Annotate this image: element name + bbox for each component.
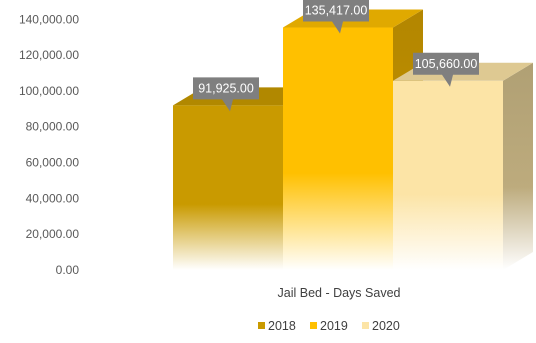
data-label-2019: 135,417.00 <box>303 0 369 34</box>
x-axis: Jail Bed - Days Saved <box>278 286 401 300</box>
legend-label: 2018 <box>268 319 296 333</box>
legend-label: 2020 <box>372 319 400 333</box>
y-tick-label: 0.00 <box>56 263 80 277</box>
y-tick-label: 80,000.00 <box>26 120 80 134</box>
legend: 2018 2019 2020 <box>258 319 400 333</box>
data-label-text: 135,417.00 <box>305 4 368 18</box>
data-label-text: 105,660.00 <box>415 57 478 71</box>
category-label: Jail Bed - Days Saved <box>278 286 401 300</box>
legend-item-2018: 2018 <box>258 319 296 333</box>
legend-swatch <box>362 322 369 329</box>
y-tick-label: 20,000.00 <box>26 227 80 241</box>
legend-swatch <box>258 322 265 329</box>
y-tick-label: 100,000.00 <box>19 84 79 98</box>
bar-front <box>283 27 393 271</box>
data-label-2020: 105,660.00 <box>413 52 479 87</box>
data-label-box <box>193 77 259 112</box>
y-axis: 0.00 20,000.00 40,000.00 60,000.00 80,000.00… <box>19 12 79 277</box>
legend-label: 2019 <box>320 319 348 333</box>
bar-side <box>503 62 533 270</box>
bar-2020 <box>393 62 533 270</box>
y-tick-label: 60,000.00 <box>26 156 80 170</box>
data-labels: 91,925.00 135,417.00 105,660.00 <box>193 0 479 112</box>
y-tick-label: 120,000.00 <box>19 48 79 62</box>
bar-front <box>173 105 283 271</box>
legend-item-2020: 2020 <box>362 319 400 333</box>
bar-front <box>393 80 503 270</box>
data-label-box <box>303 0 369 34</box>
data-label-text: 91,925.00 <box>198 81 254 95</box>
legend-swatch <box>310 322 317 329</box>
legend-item-2019: 2019 <box>310 319 348 333</box>
data-label-box <box>413 52 479 87</box>
y-tick-label: 140,000.00 <box>19 12 79 26</box>
data-label-2018: 91,925.00 <box>193 77 259 112</box>
y-tick-label: 40,000.00 <box>26 191 80 205</box>
bars <box>173 9 533 271</box>
